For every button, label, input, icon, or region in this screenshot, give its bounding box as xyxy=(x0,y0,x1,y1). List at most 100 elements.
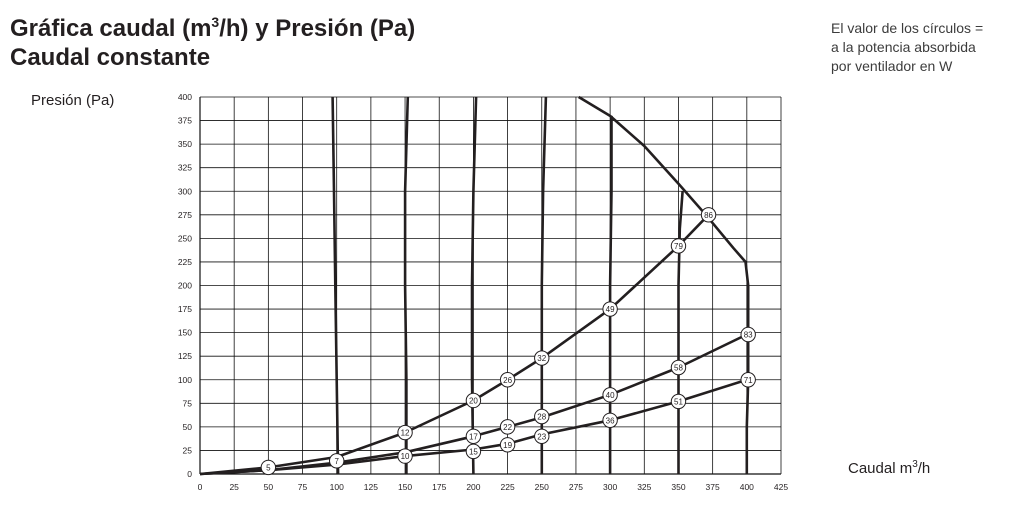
y-tick-label: 250 xyxy=(178,233,192,243)
y-tick-label: 300 xyxy=(178,186,192,196)
y-tick-label: 150 xyxy=(178,328,192,338)
y-tick-label: 200 xyxy=(178,281,192,291)
power-marker-label: 28 xyxy=(537,413,546,422)
x-tick-label: 425 xyxy=(774,482,788,492)
power-marker xyxy=(670,393,687,410)
power-marker xyxy=(329,453,345,469)
power-marker xyxy=(534,408,550,425)
y-tick-label: 225 xyxy=(178,257,192,267)
y-tick-label: 350 xyxy=(178,139,192,149)
y-tick-label: 400 xyxy=(178,92,192,102)
power-marker-label: 17 xyxy=(469,432,478,441)
constant-flow-line xyxy=(608,115,613,474)
y-tick-label: 275 xyxy=(178,210,192,220)
chart-title-line-1: Gráfica caudal (m3/h) y Presión (Pa) xyxy=(10,14,415,43)
y-tick-label: 50 xyxy=(183,422,193,432)
x-tick-label: 225 xyxy=(500,482,514,492)
x-tick-label: 25 xyxy=(229,482,239,492)
power-marker xyxy=(499,372,516,388)
power-marker xyxy=(465,443,482,460)
system-curve xyxy=(199,378,748,476)
power-marker-label: 49 xyxy=(606,305,615,314)
system-curve xyxy=(199,213,710,476)
power-marker xyxy=(260,459,277,476)
x-tick-label: 75 xyxy=(298,482,308,492)
y-tick-label: 125 xyxy=(178,351,192,361)
power-marker xyxy=(670,238,687,254)
power-marker xyxy=(465,392,482,409)
x-axis-label-superscript: 3 xyxy=(912,459,918,470)
x-tick-label: 0 xyxy=(198,482,203,492)
x-tick-label: 375 xyxy=(706,482,720,492)
x-tick-label: 275 xyxy=(569,482,583,492)
x-axis-label-suffix: /h xyxy=(917,460,931,477)
power-marker xyxy=(602,412,618,428)
power-marker-label: 10 xyxy=(401,452,410,461)
title-superscript: 3 xyxy=(211,14,220,30)
y-tick-label: 0 xyxy=(187,469,192,479)
x-tick-label: 100 xyxy=(330,482,344,492)
power-markers: 5 7 12 10 20 17 15 26 22 19 32 28 23 49 40 36 79 58 51 86 83… xyxy=(260,207,756,476)
power-marker-label: 7 xyxy=(334,457,339,466)
y-tick-label: 75 xyxy=(183,398,193,408)
x-tick-label: 325 xyxy=(637,482,651,492)
x-tick-label: 400 xyxy=(740,482,754,492)
power-marker-label: 51 xyxy=(674,397,683,406)
constant-flow-line xyxy=(470,96,478,475)
power-marker-label: 79 xyxy=(674,242,683,251)
power-marker-label: 86 xyxy=(704,211,713,220)
power-marker xyxy=(740,326,756,343)
chart-title: Gráfica caudal (m3/h) y Presión (Pa) Cau… xyxy=(10,14,415,72)
power-marker xyxy=(397,448,413,464)
y-tick-label: 325 xyxy=(178,163,192,173)
x-tick-label: 175 xyxy=(432,482,446,492)
y-tick-label: 100 xyxy=(178,375,192,385)
note-line-2: a la potencia absorbida xyxy=(831,39,976,55)
power-marker xyxy=(397,424,413,441)
power-marker-label: 58 xyxy=(674,363,683,372)
power-marker xyxy=(465,428,482,444)
x-tick-label: 200 xyxy=(466,482,480,492)
power-marker-label: 36 xyxy=(606,416,615,425)
system-curves xyxy=(199,213,748,476)
power-marker-label: 15 xyxy=(469,447,478,456)
x-tick-label: 300 xyxy=(603,482,617,492)
x-tick-label: 350 xyxy=(671,482,685,492)
y-axis-label: Presión (Pa) xyxy=(31,92,115,109)
power-marker-label: 12 xyxy=(401,429,410,438)
power-marker xyxy=(740,372,756,388)
power-marker xyxy=(534,428,550,444)
power-marker xyxy=(700,207,717,223)
x-tick-label: 150 xyxy=(398,482,412,492)
power-marker-label: 22 xyxy=(503,423,512,432)
power-marker-label: 5 xyxy=(266,463,271,472)
power-marker xyxy=(602,387,618,403)
constant-flow-line xyxy=(331,96,340,475)
power-marker xyxy=(499,437,516,453)
title-suffix: /h) y Presión (Pa) xyxy=(219,15,416,42)
x-tick-label: 250 xyxy=(535,482,549,492)
x-tick-label: 50 xyxy=(264,482,274,492)
x-axis-label-prefix: Caudal m xyxy=(848,460,913,477)
power-marker xyxy=(602,301,618,317)
grid-lines xyxy=(200,96,782,474)
legend-note: El valor de los círculos = a la potencia… xyxy=(831,19,1021,76)
power-marker-label: 20 xyxy=(469,396,478,405)
note-line-1: El valor de los círculos = xyxy=(831,20,984,36)
constant-flow-lines xyxy=(331,96,684,475)
constant-flow-line xyxy=(677,191,684,474)
power-marker-label: 19 xyxy=(503,441,512,450)
y-tick-label: 175 xyxy=(178,304,192,314)
constant-flow-line xyxy=(403,96,410,474)
power-marker xyxy=(499,419,516,435)
power-marker xyxy=(670,359,687,376)
note-line-3: por ventilador en W xyxy=(831,58,953,74)
y-tick-label: 375 xyxy=(178,116,192,126)
power-marker-label: 23 xyxy=(537,432,546,441)
power-marker-label: 83 xyxy=(744,331,753,340)
x-axis-label: Caudal m3/h xyxy=(848,459,931,478)
chart-subtitle: Caudal constante xyxy=(10,44,211,71)
title-prefix: Gráfica caudal (m xyxy=(10,15,212,42)
power-marker xyxy=(534,350,550,366)
